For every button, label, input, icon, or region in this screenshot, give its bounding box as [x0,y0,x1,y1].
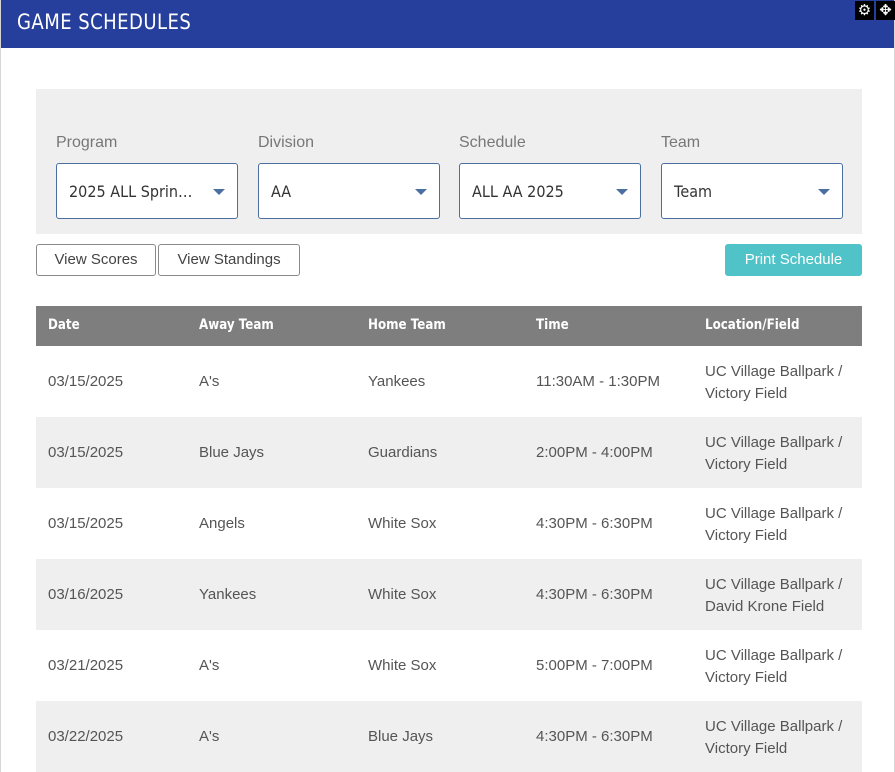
filter-panel: Program 2025 ALL Spring S... Division AA… [36,89,862,234]
cell-date: 03/21/2025 [48,657,124,674]
cell-location: UC Village Ballpark / Victory Field [705,505,843,544]
select-value: Team [674,182,713,201]
team-select[interactable]: Team [661,163,843,219]
select-value: AA [271,182,292,201]
cell-away-team: A's [199,657,220,674]
filter-label: Program [56,134,118,151]
table-row: 03/21/2025 A's White Sox 5:00PM - 7:00PM… [36,630,862,701]
filter-label: Team [661,134,701,151]
gear-icon[interactable]: ⚙ [855,1,874,20]
table-row: 03/15/2025 Angels White Sox 4:30PM - 6:3… [36,488,862,559]
table-row: 03/15/2025 A's Yankees 11:30AM - 1:30PM … [36,346,862,417]
cell-away-team: A's [199,728,220,745]
cell-location: UC Village Ballpark / Victory Field [705,434,843,473]
cell-location: UC Village Ballpark / Victory Field [705,363,843,402]
schedule-table: Date Away Team Home Team Time Location/F… [36,306,862,772]
division-select[interactable]: AA [258,163,440,219]
header-bar: GAME SCHEDULES [1,0,894,48]
column-header-home-team[interactable]: Home Team [368,317,446,333]
cell-away-team: Yankees [199,586,257,603]
cell-home-team: White Sox [368,657,437,674]
chevron-down-icon [616,189,628,195]
cell-home-team: Yankees [368,373,426,390]
column-header-time[interactable]: Time [536,317,569,333]
table-header: Date Away Team Home Team Time Location/F… [36,306,862,346]
page-title: GAME SCHEDULES [17,10,192,34]
cell-location: UC Village Ballpark / Victory Field [705,718,843,757]
chevron-down-icon [818,189,830,195]
table-row: 03/15/2025 Blue Jays Guardians 2:00PM - … [36,417,862,488]
filter-label: Schedule [459,134,526,151]
cell-date: 03/15/2025 [48,444,124,461]
program-select[interactable]: 2025 ALL Spring S... [56,163,238,219]
cell-date: 03/15/2025 [48,515,124,532]
filter-label: Division [258,134,315,151]
table-row: 03/22/2025 A's Blue Jays 4:30PM - 6:30PM… [36,701,862,772]
cell-date: 03/22/2025 [48,728,124,745]
cell-away-team: A's [199,373,220,390]
cell-away-team: Blue Jays [199,444,265,461]
cell-time: 4:30PM - 6:30PM [536,515,653,532]
chevron-down-icon [213,189,225,195]
column-header-location[interactable]: Location/Field [705,317,800,333]
cell-home-team: Blue Jays [368,728,434,745]
cell-time: 4:30PM - 6:30PM [536,728,653,745]
select-value: 2025 ALL Spring S... [69,182,200,201]
cell-away-team: Angels [199,515,245,532]
cell-home-team: White Sox [368,586,437,603]
view-standings-button[interactable]: View Standings [158,244,300,276]
cell-time: 5:00PM - 7:00PM [536,657,653,674]
cell-date: 03/16/2025 [48,586,124,603]
move-arrows-icon[interactable]: ✥ [876,1,895,20]
cell-time: 11:30AM - 1:30PM [536,373,660,390]
cell-home-team: White Sox [368,515,437,532]
cell-location: UC Village Ballpark / Victory Field [705,647,843,686]
cell-location: UC Village Ballpark / David Krone Field [705,576,843,615]
print-schedule-button[interactable]: Print Schedule [725,244,862,276]
cell-date: 03/15/2025 [48,373,124,390]
schedule-select[interactable]: ALL AA 2025 [459,163,641,219]
cell-home-team: Guardians [368,444,438,461]
view-scores-button[interactable]: View Scores [36,244,156,276]
select-value: ALL AA 2025 [472,182,564,201]
cell-time: 2:00PM - 4:00PM [536,444,653,461]
column-header-date[interactable]: Date [48,317,80,333]
table-row: 03/16/2025 Yankees White Sox 4:30PM - 6:… [36,559,862,630]
chevron-down-icon [415,189,427,195]
cell-time: 4:30PM - 6:30PM [536,586,653,603]
column-header-away-team[interactable]: Away Team [199,317,274,333]
